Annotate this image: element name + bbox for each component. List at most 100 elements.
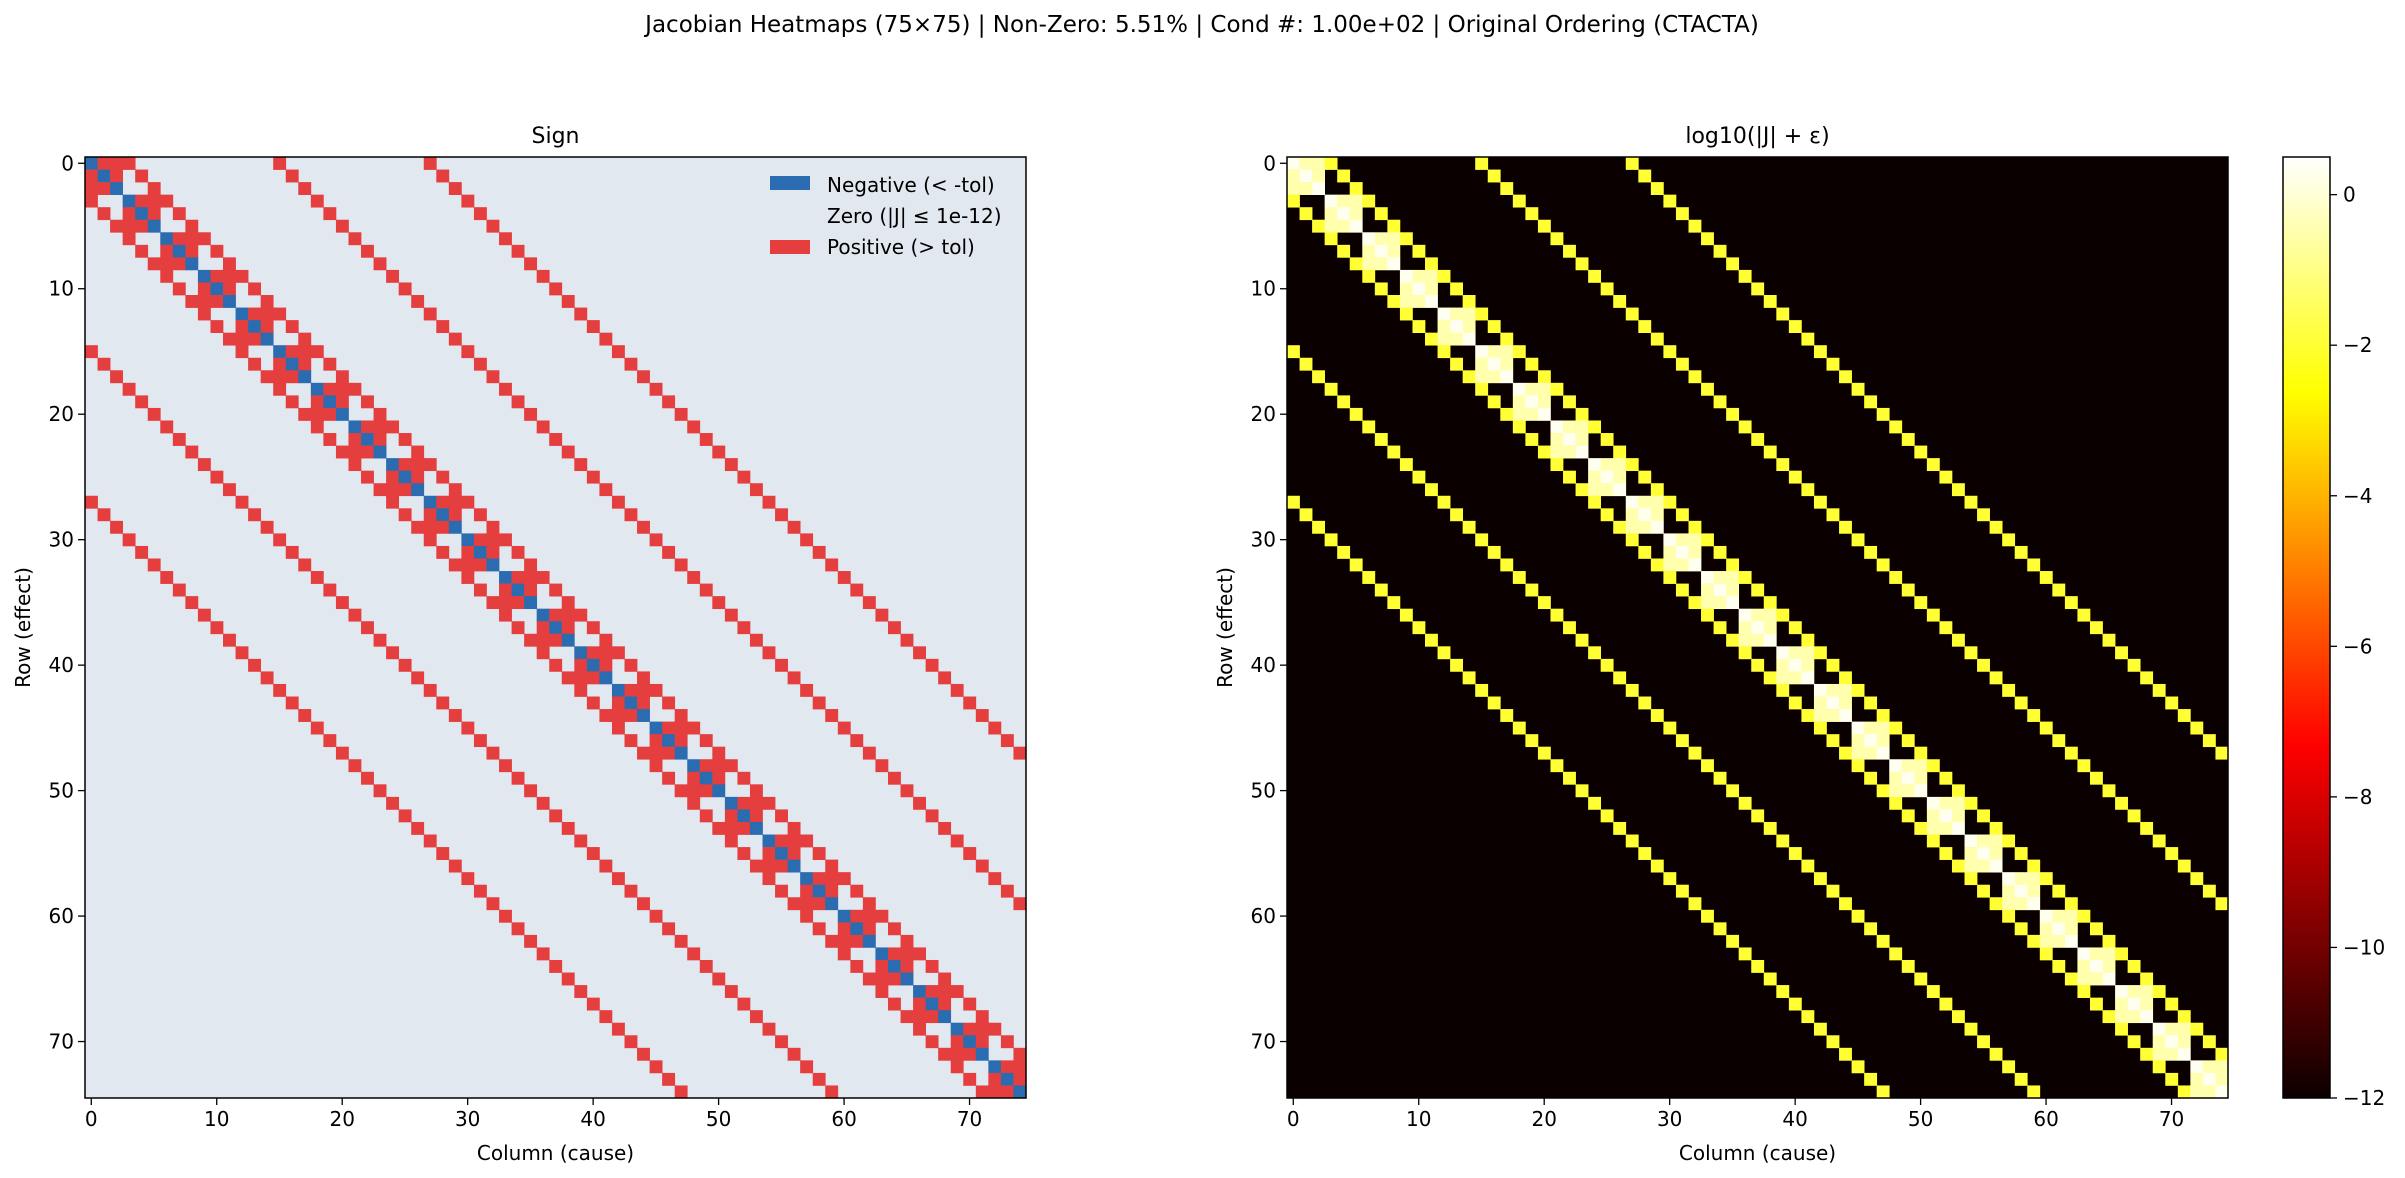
sign-cell <box>662 696 676 710</box>
sign-cell <box>1000 1060 1014 1074</box>
sign-cell <box>724 796 738 810</box>
log-cell <box>1600 508 1614 522</box>
log-cell <box>1738 420 1752 434</box>
sign-cell <box>398 508 412 522</box>
sign-cell <box>875 947 889 961</box>
log-cell <box>1901 784 1915 798</box>
log-cell <box>2140 985 2154 998</box>
log-cell <box>1362 244 1376 258</box>
log-cell <box>2039 947 2053 961</box>
log-cell <box>1362 257 1376 271</box>
log-cell <box>1512 382 1526 396</box>
sign-cell <box>1000 1035 1014 1049</box>
log-cell <box>1299 169 1313 183</box>
log-cell <box>1512 420 1526 434</box>
sign-cell <box>398 433 412 446</box>
log-cell <box>1788 470 1802 484</box>
log-cell <box>1625 508 1639 522</box>
colorbar-tick-label: −8 <box>2343 785 2372 809</box>
log-cell <box>1425 483 1438 497</box>
log-x-axis-label: Column (cause) <box>1679 1141 1836 1165</box>
log-cell <box>2127 658 2141 672</box>
log-cell <box>2002 683 2016 697</box>
sign-cell <box>210 621 224 635</box>
log-cell <box>2165 696 2179 710</box>
sign-cell <box>348 382 362 396</box>
log-cell <box>1914 445 1928 459</box>
log-cell <box>2014 696 2028 710</box>
sign-cell <box>160 269 174 283</box>
log-cell <box>1776 834 1790 848</box>
log-cell <box>1788 646 1802 660</box>
log-cell <box>2027 897 2041 911</box>
sign-cell <box>649 909 663 923</box>
log-cell <box>1613 445 1627 459</box>
sign-cell <box>687 796 701 810</box>
log-cell <box>1801 709 1815 722</box>
log-cell <box>1625 683 1639 697</box>
log-cell <box>2064 934 2078 948</box>
log-cell <box>1312 182 1325 195</box>
log-cell <box>1462 295 1476 308</box>
sign-cell <box>812 872 826 886</box>
sign-cell <box>448 182 462 195</box>
sign-cell <box>348 445 362 459</box>
sign-cell <box>938 1047 952 1061</box>
log-cell <box>1864 696 1878 710</box>
log-cell <box>1926 985 1940 998</box>
log-cell <box>1374 282 1388 296</box>
log-cell <box>2089 972 2103 986</box>
log-cell <box>1462 520 1476 534</box>
log-cell <box>1977 834 1990 848</box>
log-cell <box>1876 721 1890 735</box>
sign-cell <box>687 759 701 773</box>
sign-cell <box>762 796 776 810</box>
log-cell <box>1688 897 1702 911</box>
sign-cell <box>448 859 462 873</box>
sign-cell <box>524 934 538 948</box>
sign-cell <box>135 169 149 183</box>
log-cell <box>2202 1035 2216 1049</box>
sign-cell <box>323 395 337 409</box>
log-cell <box>1324 157 1338 170</box>
sign-cell <box>825 934 839 948</box>
sign-cell <box>611 721 625 735</box>
log-cell <box>2014 897 2028 911</box>
sign-cell <box>887 771 901 785</box>
log-cell <box>1839 520 1852 534</box>
log-cell <box>1951 809 1965 823</box>
sign-cell <box>85 157 98 170</box>
sign-cell <box>273 533 287 547</box>
log-cell <box>1638 169 1652 183</box>
log-cell <box>1324 207 1338 221</box>
log-cell <box>1763 972 1777 986</box>
sign-cell <box>436 495 450 509</box>
log-cell <box>1299 207 1313 221</box>
sign-cell <box>925 809 939 823</box>
sign-cell <box>248 282 262 296</box>
log-cell <box>1349 194 1363 208</box>
sign-cell <box>662 1072 676 1086</box>
log-cell <box>1537 395 1551 409</box>
sign-cell <box>900 633 914 647</box>
sign-cell <box>737 470 751 484</box>
log-cell <box>1763 608 1777 622</box>
sign-cell <box>423 157 437 170</box>
log-cell <box>1738 269 1752 283</box>
log-cell <box>1901 433 1915 446</box>
log-cell <box>1600 658 1614 672</box>
sign-cell <box>335 395 349 409</box>
sign-cell <box>361 420 374 434</box>
log-cell <box>1475 683 1489 697</box>
log-cell <box>2115 997 2128 1011</box>
log-cell <box>1663 345 1677 359</box>
log-cell <box>1701 596 1714 610</box>
log-cell <box>2215 746 2229 760</box>
sign-cell <box>775 658 788 672</box>
log-cell <box>1675 545 1689 559</box>
log-cell <box>1751 633 1765 647</box>
sign-cell <box>825 859 839 873</box>
sign-cell <box>185 445 199 459</box>
sign-cell <box>285 370 299 384</box>
sign-cell <box>662 771 676 785</box>
